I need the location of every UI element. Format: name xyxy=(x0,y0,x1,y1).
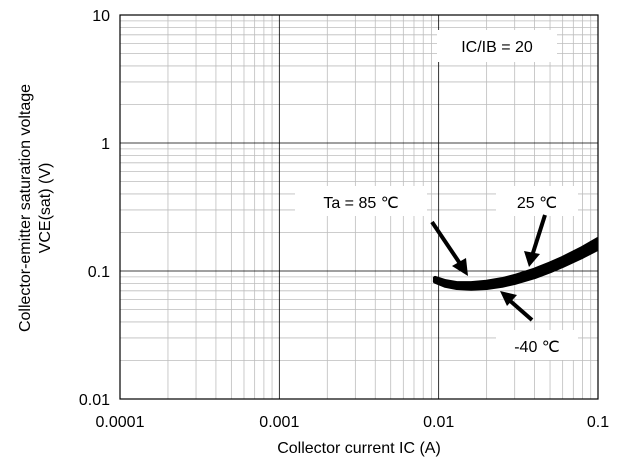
annotation-85-bg xyxy=(295,186,427,216)
series-line-2 xyxy=(432,237,598,286)
y-tick-label: 10 xyxy=(92,8,110,25)
annotation-85-label: Ta = 85 ℃ xyxy=(323,195,398,212)
condition-label: IC/IB = 20 xyxy=(461,39,533,56)
major-grid xyxy=(120,15,598,399)
arrow-25 xyxy=(524,214,547,267)
y-axis-label-line1: Collector-emitter saturation voltage xyxy=(17,84,34,332)
arrow-m40 xyxy=(500,291,534,322)
plot-frame xyxy=(119,14,599,400)
y-tick-label: 0.1 xyxy=(88,264,110,281)
y-axis-label-line2: VCE(sat) (V) xyxy=(37,163,54,254)
x-tick-label: 0.001 xyxy=(259,414,299,431)
x-axis-label: Collector current IC (A) xyxy=(277,440,441,457)
x-tick-label: 0.0001 xyxy=(96,414,145,431)
condition-box xyxy=(437,30,557,62)
y-tick-label: 1 xyxy=(101,136,110,153)
x-tick-labels: 0.0001 0.001 0.01 0.1 xyxy=(96,414,610,431)
series-layer xyxy=(432,237,598,291)
annotation-m40-bg xyxy=(496,330,578,360)
arrow-85 xyxy=(430,220,468,276)
y-tick-label: 0.01 xyxy=(79,392,110,409)
y-tick-labels: 0.01 0.1 1 10 xyxy=(79,8,110,409)
annotation-25-bg xyxy=(496,186,578,216)
x-tick-label: 0.01 xyxy=(423,414,454,431)
x-tick-label: 0.1 xyxy=(587,414,609,431)
annotation-25-label: 25 ℃ xyxy=(517,195,557,212)
annotation-m40-label: -40 ℃ xyxy=(514,339,560,356)
